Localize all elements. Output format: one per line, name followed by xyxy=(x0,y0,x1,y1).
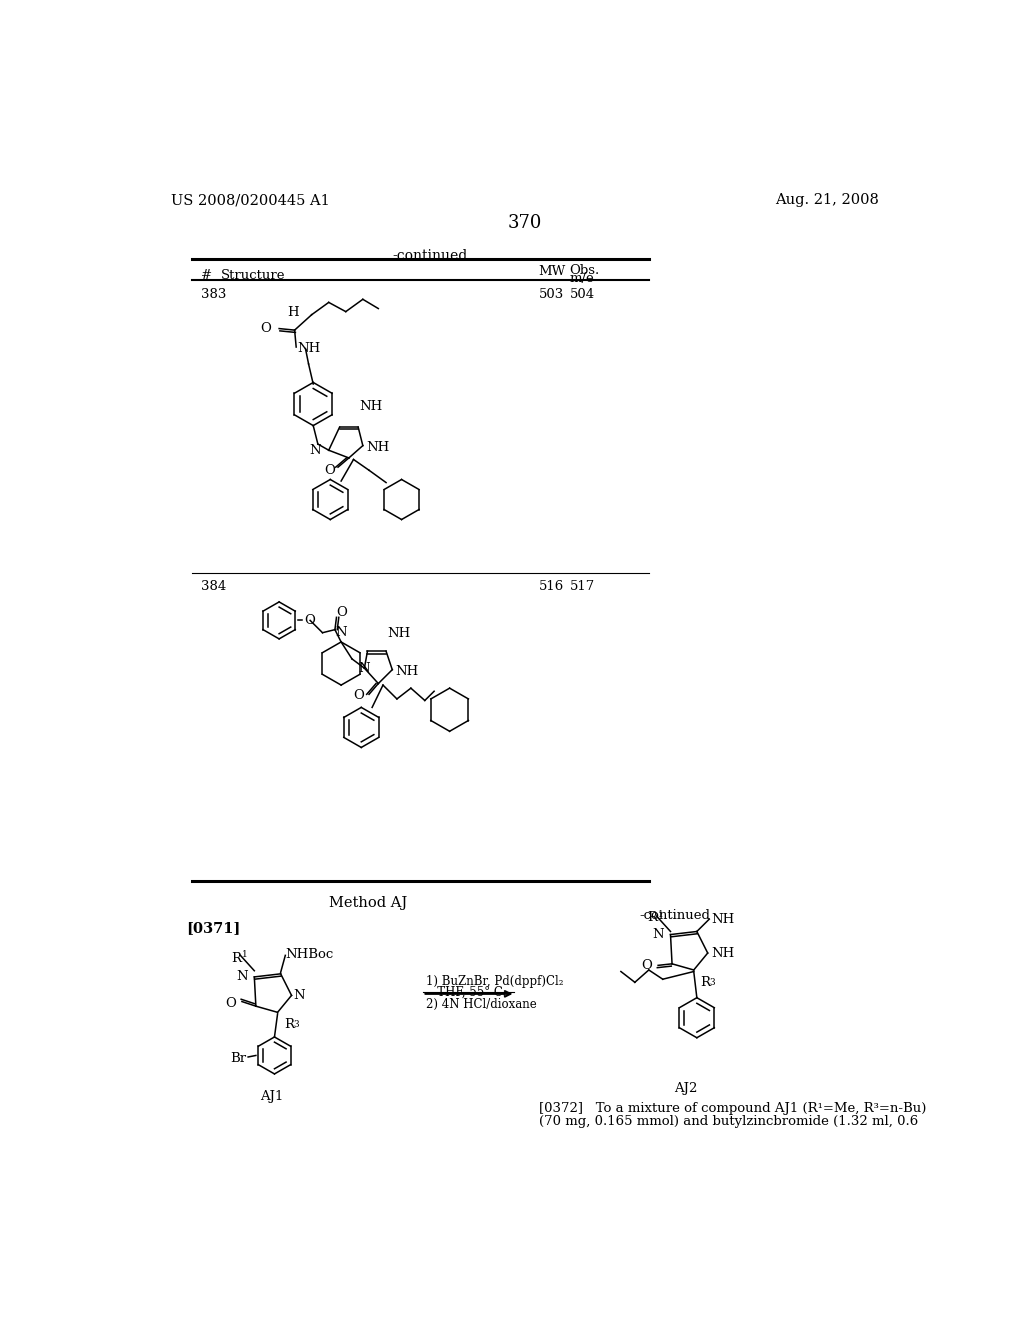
Text: NH: NH xyxy=(366,441,389,454)
Text: 1: 1 xyxy=(242,950,248,958)
Text: 517: 517 xyxy=(569,581,595,594)
Text: 3: 3 xyxy=(710,978,715,986)
Text: N: N xyxy=(309,444,321,457)
Text: O: O xyxy=(260,322,271,335)
Text: NH: NH xyxy=(711,913,734,927)
Text: Structure: Structure xyxy=(221,269,286,282)
Text: 1: 1 xyxy=(658,909,664,919)
Text: m/e: m/e xyxy=(569,272,595,285)
Text: -continued: -continued xyxy=(392,249,468,263)
Text: R: R xyxy=(231,952,241,965)
Text: O: O xyxy=(225,997,236,1010)
Text: MW: MW xyxy=(539,264,566,277)
Text: O: O xyxy=(641,958,652,972)
Text: 384: 384 xyxy=(201,581,226,594)
Text: R: R xyxy=(700,977,710,989)
Text: N: N xyxy=(358,661,371,675)
Text: 383: 383 xyxy=(201,288,226,301)
Text: -continued: -continued xyxy=(640,909,711,923)
Text: N: N xyxy=(335,626,347,639)
Text: NHBoc: NHBoc xyxy=(286,948,334,961)
Text: H: H xyxy=(288,306,299,319)
Text: AJ1: AJ1 xyxy=(260,1090,283,1104)
Text: Method AJ: Method AJ xyxy=(329,896,408,909)
Text: O: O xyxy=(304,614,314,627)
Text: N: N xyxy=(652,928,665,941)
Text: 504: 504 xyxy=(569,288,595,301)
Text: O: O xyxy=(353,689,365,702)
Text: R: R xyxy=(284,1019,294,1031)
Text: NH: NH xyxy=(359,400,383,413)
Text: 516: 516 xyxy=(539,581,564,594)
Text: 503: 503 xyxy=(539,288,564,301)
Text: [0371]: [0371] xyxy=(186,921,241,935)
Text: AJ2: AJ2 xyxy=(675,1082,697,1096)
Text: 3: 3 xyxy=(293,1020,299,1030)
Text: N: N xyxy=(237,970,248,983)
Text: [0372]   To a mixture of compound AJ1 (R¹=Me, R³=n-Bu): [0372] To a mixture of compound AJ1 (R¹=… xyxy=(539,1102,926,1114)
Text: NH: NH xyxy=(388,627,411,640)
Text: Obs.: Obs. xyxy=(569,264,600,277)
Text: #: # xyxy=(201,269,212,282)
Text: Br: Br xyxy=(230,1052,247,1065)
Text: 1) BuZnBr, Pd(dppf)Cl₂: 1) BuZnBr, Pd(dppf)Cl₂ xyxy=(426,974,563,987)
Text: O: O xyxy=(324,463,335,477)
Text: 2) 4N HCl/dioxane: 2) 4N HCl/dioxane xyxy=(426,998,537,1011)
Text: Aug. 21, 2008: Aug. 21, 2008 xyxy=(775,193,879,207)
Text: (70 mg, 0.165 mmol) and butylzincbromide (1.32 ml, 0.6: (70 mg, 0.165 mmol) and butylzincbromide… xyxy=(539,1114,918,1127)
Text: US 2008/0200445 A1: US 2008/0200445 A1 xyxy=(171,193,330,207)
Text: N: N xyxy=(293,989,305,1002)
Text: NH: NH xyxy=(395,665,419,677)
Text: O: O xyxy=(337,606,347,619)
Text: R: R xyxy=(647,911,657,924)
Text: 370: 370 xyxy=(508,214,542,232)
Text: THF, 55° C.: THF, 55° C. xyxy=(426,986,506,999)
Text: NH: NH xyxy=(298,342,321,355)
Text: NH: NH xyxy=(711,946,734,960)
